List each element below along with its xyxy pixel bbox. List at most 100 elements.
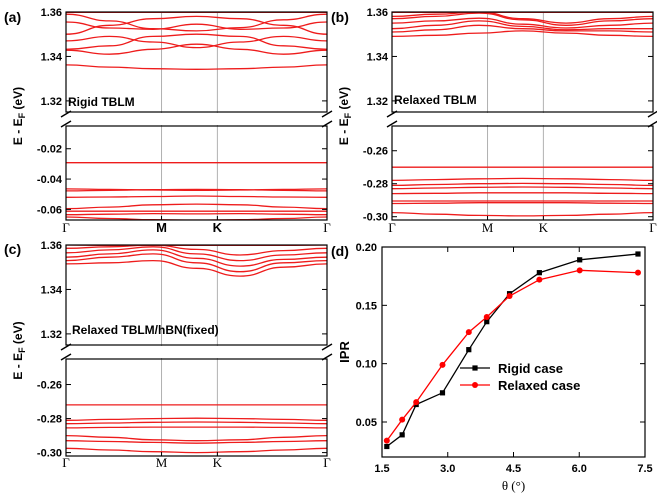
upper-ytick-label: 1.32 bbox=[41, 96, 62, 108]
k-point-label: Γ bbox=[649, 220, 657, 235]
data-point-relaxed bbox=[634, 269, 641, 276]
upper-band-5 bbox=[66, 253, 327, 273]
upper-band-7 bbox=[392, 30, 653, 38]
panel-label: Relaxed TBLM/hBN(fixed) bbox=[72, 323, 219, 337]
lower-band-2 bbox=[392, 177, 653, 182]
data-point-relaxed bbox=[399, 416, 406, 423]
lower-bands bbox=[66, 162, 327, 220]
axis-break-mark bbox=[321, 353, 333, 361]
lower-ytick-label: -0.04 bbox=[37, 174, 63, 186]
data-point-relaxed bbox=[506, 293, 513, 299]
data-point-relaxed bbox=[576, 267, 583, 274]
lower-band-8 bbox=[392, 211, 653, 217]
axis-break-mark bbox=[386, 120, 398, 128]
y-axis-title-unit: (eV) bbox=[11, 87, 25, 113]
y-axis-title-unit: (eV) bbox=[11, 321, 25, 347]
panel-label: Rigid TBLM bbox=[68, 95, 135, 109]
data-point-relaxed bbox=[413, 399, 420, 406]
y-axis-title: IPR bbox=[337, 341, 352, 363]
lower-band-2 bbox=[66, 188, 327, 192]
y-axis-title: E - EF (eV) bbox=[11, 321, 27, 379]
ytick-label: 0.15 bbox=[356, 300, 377, 312]
upper-band-3 bbox=[66, 21, 327, 30]
k-point-label: Γ bbox=[388, 220, 396, 235]
upper-band-7 bbox=[66, 43, 327, 55]
ytick-label: 0.05 bbox=[356, 417, 377, 429]
data-point-rigid bbox=[577, 257, 583, 263]
upper-ytick-label: 1.36 bbox=[367, 7, 388, 19]
lower-band-6 bbox=[66, 440, 327, 444]
series-line-1 bbox=[386, 253, 639, 448]
series-line-2 bbox=[386, 269, 639, 442]
upper-frame bbox=[65, 11, 328, 113]
lower-frame bbox=[391, 125, 654, 221]
xtick-label: 1.5 bbox=[374, 463, 389, 475]
lower-band-2 bbox=[66, 417, 327, 421]
lower-band-3 bbox=[392, 182, 653, 187]
data-point-relaxed bbox=[465, 329, 472, 336]
lower-ytick-label: -0.02 bbox=[37, 144, 62, 156]
data-point-relaxed bbox=[483, 314, 490, 320]
k-point-label: Γ bbox=[62, 455, 70, 470]
xtick-label: 3.0 bbox=[440, 463, 455, 475]
data-point-relaxed bbox=[536, 276, 543, 283]
axis-break-gap bbox=[58, 346, 335, 358]
lower-ytick-label: -0.28 bbox=[37, 414, 62, 426]
axis-break-mark bbox=[321, 110, 333, 118]
lower-ytick-label: -0.30 bbox=[363, 212, 388, 224]
upper-band-6 bbox=[66, 259, 327, 277]
lower-band-7 bbox=[66, 447, 327, 454]
axis-break-mark bbox=[60, 353, 72, 361]
upper-band-2 bbox=[392, 12, 653, 24]
upper-ytick-label: 1.36 bbox=[41, 240, 62, 252]
legend-entry: Rigid case bbox=[498, 361, 563, 376]
lower-band-4 bbox=[392, 186, 653, 190]
lower-band-5 bbox=[66, 434, 327, 442]
upper-band-6 bbox=[66, 33, 327, 50]
upper-band-4 bbox=[66, 249, 327, 267]
upper-ytick-label: 1.34 bbox=[41, 51, 63, 63]
ytick-label: 0.10 bbox=[356, 359, 377, 371]
axis-break-mark bbox=[60, 343, 72, 351]
data-point-rigid bbox=[439, 390, 446, 396]
lower-band-3 bbox=[66, 421, 327, 425]
lower-ytick-label: -0.26 bbox=[363, 146, 388, 158]
axis-break-mark bbox=[647, 110, 657, 118]
upper-ytick-label: 1.34 bbox=[367, 51, 389, 63]
lower-band-4 bbox=[66, 195, 327, 198]
data-point-rigid bbox=[466, 347, 472, 353]
y-axis-title-main: E - E bbox=[337, 118, 351, 145]
lower-band-4 bbox=[66, 426, 327, 429]
panel-tag: (d) bbox=[331, 243, 349, 259]
y-axis-title-unit: (eV) bbox=[337, 87, 351, 113]
lower-ytick-label: -0.06 bbox=[37, 204, 62, 216]
lower-band-5 bbox=[392, 192, 653, 195]
lower-frame bbox=[65, 358, 328, 457]
y-axis-title-main: E - E bbox=[11, 353, 25, 380]
upper-frame bbox=[65, 244, 328, 346]
y-axis-title: E - EF (eV) bbox=[337, 87, 353, 145]
axis-break-mark bbox=[321, 343, 333, 351]
lower-bands bbox=[66, 404, 327, 454]
panel-tag: (a) bbox=[4, 9, 21, 25]
lower-band-8 bbox=[66, 216, 327, 220]
y-axis-title-subscript: F bbox=[17, 112, 27, 118]
axis-break-mark bbox=[60, 110, 72, 118]
band-panel-a: 1.361.341.32-0.02-0.04-0.06Γ M K Γ(a)Rigid … bbox=[4, 7, 335, 235]
data-point-rigid bbox=[536, 270, 542, 276]
band-panel-c: 1.361.341.32-0.26-0.28-0.30Γ M K Γ(c)Relaxe… bbox=[4, 240, 335, 470]
upper-band-3 bbox=[66, 246, 327, 262]
x-axis-title: θ (°) bbox=[502, 478, 525, 493]
y-axis-title-subscript: F bbox=[17, 347, 27, 353]
upper-band-4 bbox=[66, 15, 327, 35]
upper-band-4 bbox=[392, 17, 653, 29]
upper-frame bbox=[391, 11, 654, 113]
axis-break-gap bbox=[384, 113, 657, 125]
data-point-rigid bbox=[384, 443, 390, 450]
band-panel-b: 1.361.341.32-0.26-0.28-0.30Γ M K Γ(b)Relaxe… bbox=[331, 7, 657, 235]
lower-ytick-label: -0.30 bbox=[37, 448, 62, 460]
data-point-rigid bbox=[399, 432, 405, 438]
legend-marker bbox=[472, 382, 478, 388]
